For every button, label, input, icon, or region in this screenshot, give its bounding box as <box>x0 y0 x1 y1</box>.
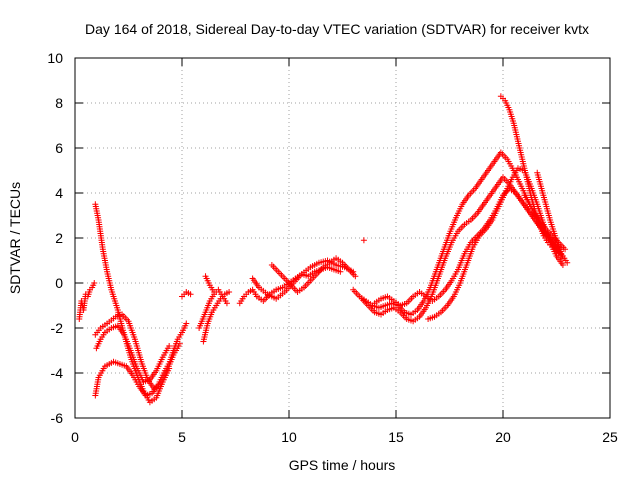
x-tick-label: 10 <box>281 429 297 445</box>
x-tick-label: 0 <box>71 429 79 445</box>
data-point <box>91 280 98 286</box>
series-arc-s <box>534 169 566 262</box>
data-point <box>350 268 357 275</box>
data-point <box>564 259 571 266</box>
series-arc-g <box>196 286 230 331</box>
y-tick-label: -2 <box>51 320 64 336</box>
y-tick-label: -4 <box>51 365 64 381</box>
x-tick-label: 25 <box>602 429 618 445</box>
series-arc-p <box>371 185 564 309</box>
series-arc-m <box>360 237 367 244</box>
x-tick-label: 20 <box>495 429 511 445</box>
plot-frame <box>74 57 611 419</box>
y-tick-label: 0 <box>55 275 63 291</box>
y-tick-label: -6 <box>51 410 64 426</box>
series-arc-l <box>268 255 359 295</box>
series-arc-a <box>92 201 173 406</box>
x-tick-label: 15 <box>388 429 404 445</box>
data-point <box>562 246 569 253</box>
series-arc-d <box>93 322 173 385</box>
data-point <box>360 237 367 244</box>
series-arc-h <box>200 289 233 345</box>
x-tick-label: 5 <box>178 429 186 445</box>
data-point <box>166 343 173 349</box>
data-point <box>226 289 233 295</box>
chart-title: Day 164 of 2018, Sidereal Day-to-day VTE… <box>85 21 589 37</box>
y-tick-label: 4 <box>55 185 63 201</box>
grid-lines <box>75 58 610 418</box>
data-point <box>337 268 344 275</box>
data-point <box>211 289 218 295</box>
data-point <box>559 262 566 268</box>
x-axis-label: GPS time / hours <box>289 457 396 473</box>
tick-labels: 0 5 10 15 20 25 -6 -4 -2 0 2 4 6 8 10 <box>47 50 618 445</box>
y-tick-label: 2 <box>55 230 63 246</box>
data-point <box>183 320 190 327</box>
data-point <box>187 291 194 298</box>
data-points <box>76 93 571 406</box>
y-tick-label: 6 <box>55 140 63 156</box>
data-point <box>352 273 359 280</box>
series-arc-f <box>179 289 194 300</box>
series-arc-early-2 <box>84 280 98 300</box>
y-tick-label: 10 <box>47 50 63 66</box>
series-arc-e <box>166 320 190 367</box>
series-arc-early-1 <box>76 291 89 322</box>
series-arc-i <box>202 273 218 295</box>
series-arc-t <box>521 192 571 266</box>
data-point <box>223 300 230 307</box>
y-axis-label: SDTVAR / TECUs <box>7 182 23 294</box>
y-tick-label: 8 <box>55 95 63 111</box>
